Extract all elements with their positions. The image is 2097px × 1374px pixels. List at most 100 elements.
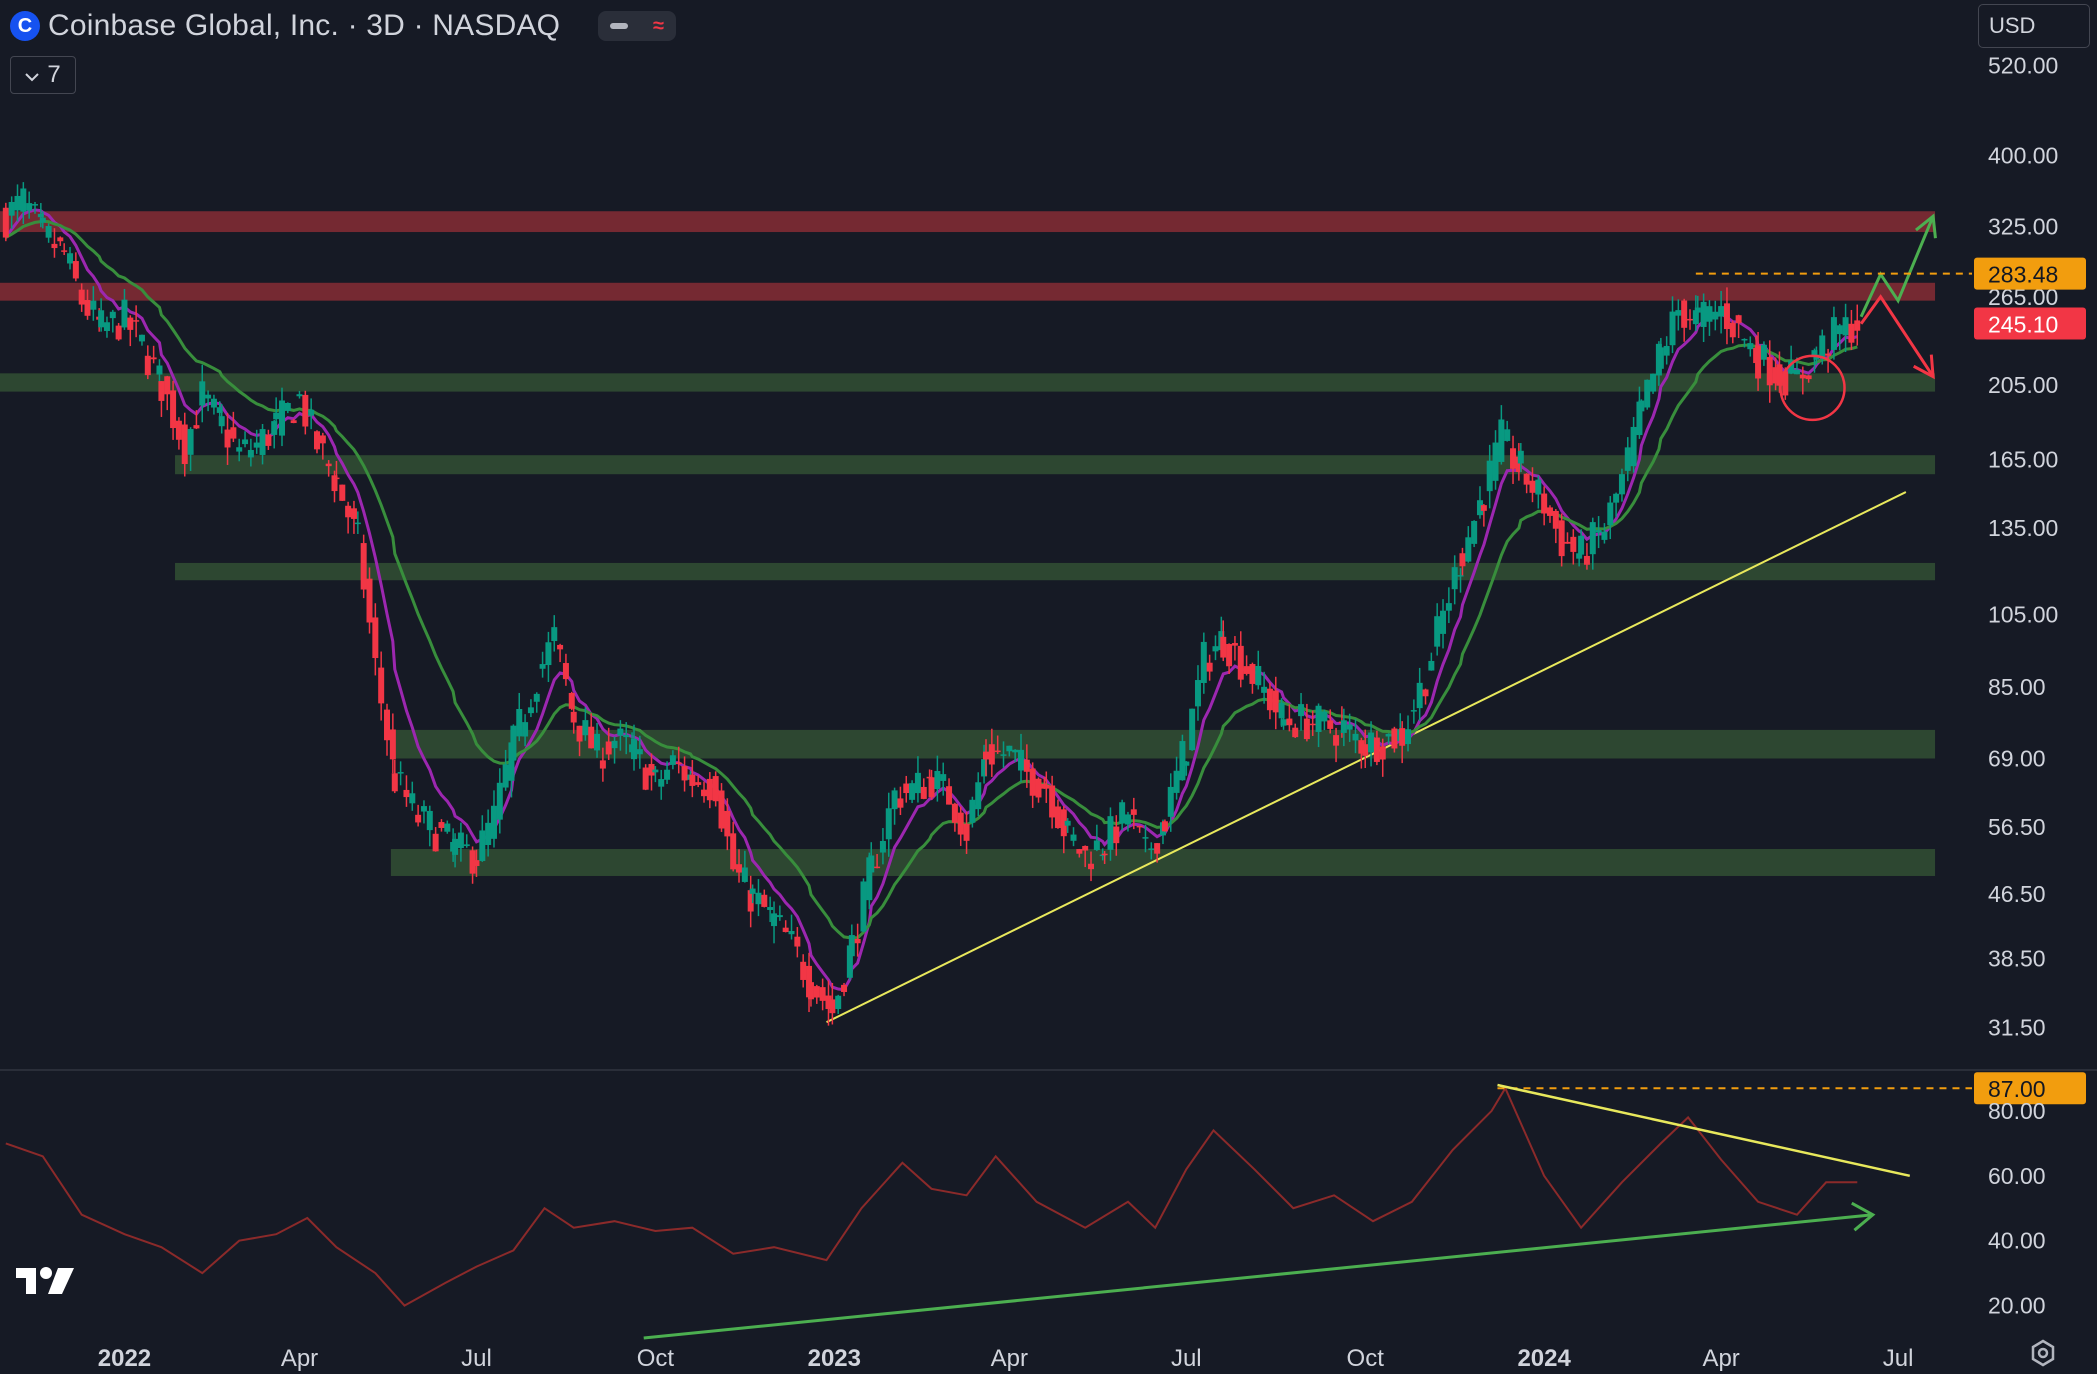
- candle[interactable]: [1819, 329, 1826, 365]
- candle[interactable]: [1712, 300, 1719, 331]
- candle[interactable]: [712, 771, 719, 807]
- candle[interactable]: [951, 802, 958, 832]
- candle[interactable]: [1445, 587, 1452, 624]
- candle[interactable]: [1136, 825, 1143, 833]
- candle[interactable]: [681, 756, 688, 792]
- candle[interactable]: [1006, 745, 1013, 757]
- candle[interactable]: [874, 854, 881, 869]
- support-trendline[interactable]: [826, 491, 1907, 1024]
- candle[interactable]: [1362, 729, 1369, 769]
- candle[interactable]: [1504, 420, 1511, 442]
- candle[interactable]: [98, 298, 105, 332]
- candle[interactable]: [1595, 516, 1602, 549]
- candle[interactable]: [582, 707, 589, 741]
- candle[interactable]: [1035, 777, 1042, 803]
- candle[interactable]: [617, 720, 624, 751]
- candle[interactable]: [121, 288, 128, 330]
- candle[interactable]: [1049, 775, 1056, 829]
- candle[interactable]: [1082, 845, 1089, 868]
- candle[interactable]: [1723, 287, 1730, 345]
- candle[interactable]: [963, 811, 970, 854]
- candle[interactable]: [557, 643, 564, 663]
- candle[interactable]: [934, 755, 941, 802]
- candle[interactable]: [788, 914, 795, 940]
- candle[interactable]: [354, 511, 361, 534]
- candle[interactable]: [37, 203, 44, 228]
- candle[interactable]: [302, 390, 309, 435]
- candle[interactable]: [1212, 635, 1219, 661]
- candle[interactable]: [1416, 667, 1423, 721]
- candle[interactable]: [1183, 761, 1190, 776]
- candle[interactable]: [695, 775, 702, 788]
- symbol-header[interactable]: C Coinbase Global, Inc. · 3D · NASDAQ ≈: [10, 6, 677, 46]
- candle[interactable]: [1570, 529, 1577, 565]
- candle[interactable]: [1054, 799, 1061, 829]
- candle[interactable]: [940, 762, 947, 796]
- candle[interactable]: [689, 760, 696, 798]
- candle[interactable]: [1220, 620, 1227, 662]
- candle[interactable]: [516, 692, 523, 742]
- candle[interactable]: [1607, 496, 1614, 540]
- candle[interactable]: [1613, 492, 1620, 518]
- candle[interactable]: [909, 780, 916, 804]
- candle[interactable]: [928, 769, 935, 800]
- candle[interactable]: [230, 411, 237, 443]
- candle[interactable]: [1189, 708, 1196, 751]
- candle[interactable]: [1340, 708, 1347, 747]
- candle[interactable]: [1154, 843, 1161, 863]
- candle[interactable]: [854, 923, 861, 957]
- candle[interactable]: [1601, 523, 1608, 544]
- candle[interactable]: [485, 809, 492, 857]
- candle[interactable]: [1405, 715, 1412, 752]
- candle[interactable]: [187, 427, 194, 471]
- candle[interactable]: [1755, 332, 1762, 391]
- candle[interactable]: [994, 735, 1001, 754]
- candle[interactable]: [1523, 473, 1530, 494]
- candle[interactable]: [265, 429, 272, 450]
- candle[interactable]: [1546, 505, 1553, 523]
- candle[interactable]: [1113, 815, 1120, 856]
- candle[interactable]: [1692, 295, 1699, 331]
- candle[interactable]: [1706, 300, 1713, 336]
- candle[interactable]: [469, 846, 476, 884]
- candle[interactable]: [623, 722, 630, 755]
- candle[interactable]: [175, 417, 182, 450]
- candle[interactable]: [570, 708, 577, 734]
- candle[interactable]: [664, 761, 671, 785]
- rsi-resistance-line[interactable]: [1497, 1083, 1911, 1178]
- candle[interactable]: [562, 653, 569, 686]
- candle[interactable]: [170, 380, 177, 440]
- candle[interactable]: [415, 804, 422, 827]
- candle[interactable]: [389, 713, 396, 774]
- candle[interactable]: [199, 364, 206, 423]
- candle[interactable]: [510, 724, 517, 766]
- candle[interactable]: [1766, 340, 1773, 403]
- candle[interactable]: [1517, 443, 1524, 473]
- candle[interactable]: [8, 196, 15, 229]
- candle[interactable]: [496, 768, 503, 834]
- candle[interactable]: [32, 201, 39, 214]
- candle[interactable]: [1650, 373, 1657, 394]
- candle[interactable]: [1657, 337, 1664, 374]
- candle[interactable]: [1018, 733, 1025, 783]
- candle[interactable]: [339, 484, 346, 501]
- candle[interactable]: [988, 728, 995, 777]
- candle[interactable]: [1231, 636, 1238, 661]
- candle[interactable]: [372, 603, 379, 676]
- candle[interactable]: [539, 651, 546, 678]
- candle[interactable]: [150, 345, 157, 364]
- candle[interactable]: [1292, 723, 1299, 738]
- candle[interactable]: [522, 714, 529, 747]
- candle[interactable]: [568, 691, 575, 711]
- candle[interactable]: [426, 805, 433, 847]
- candle[interactable]: [1130, 797, 1137, 830]
- candle[interactable]: [57, 236, 64, 246]
- collapse-dash-icon[interactable]: [610, 23, 629, 29]
- candle[interactable]: [1735, 314, 1742, 339]
- candle[interactable]: [1675, 299, 1682, 331]
- candle[interactable]: [848, 924, 855, 970]
- candle[interactable]: [403, 775, 410, 807]
- candle[interactable]: [533, 692, 540, 713]
- candle[interactable]: [181, 412, 188, 477]
- candle[interactable]: [969, 796, 976, 828]
